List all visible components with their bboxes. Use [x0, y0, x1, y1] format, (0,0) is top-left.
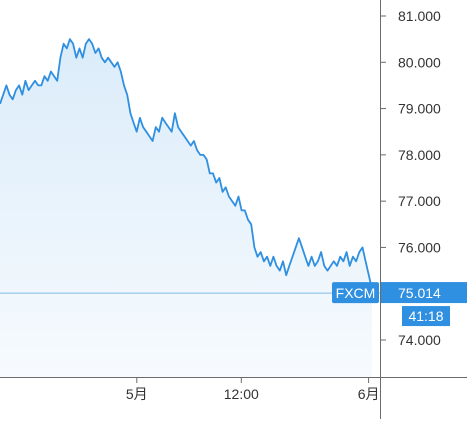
countdown-badge-bg: [402, 306, 450, 327]
last-price-badge-bg: [381, 282, 467, 304]
countdown-label: 41:18: [408, 308, 443, 324]
price-badges: FXCM 75.014 41:18: [332, 282, 467, 327]
x-axis-labels: 5月 12:00 6月: [126, 377, 380, 402]
source-badge-bg: [332, 282, 379, 304]
source-badge: FXCM: [336, 285, 376, 301]
y-tick-label: 79.000: [398, 101, 441, 117]
y-tick-label: 74.000: [398, 332, 441, 348]
y-tick-label: 76.000: [398, 239, 441, 255]
series-area: [0, 39, 372, 377]
series-line: [0, 38, 373, 290]
y-tick-label: 80.000: [398, 54, 441, 70]
area-layer: [0, 39, 372, 377]
y-tick-label: 78.000: [398, 147, 441, 163]
x-tick-label: 12:00: [224, 386, 259, 402]
x-tick-label: 5月: [126, 386, 148, 402]
y-tick-label: 77.000: [398, 193, 441, 209]
line-layer: [0, 38, 373, 290]
last-price-label: 75.014: [398, 285, 441, 301]
y-axis-labels: 81.000 80.000 79.000 78.000 77.000 76.000 74.0…: [380, 8, 441, 348]
x-tick-label: 6月: [358, 386, 380, 402]
y-tick-label: 81.000: [398, 8, 441, 24]
